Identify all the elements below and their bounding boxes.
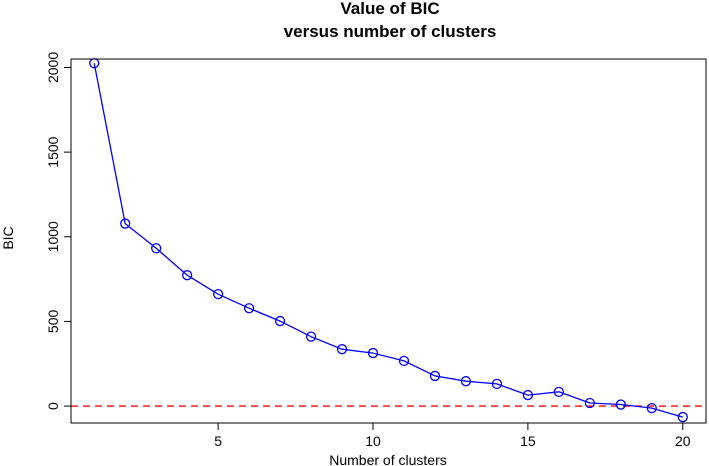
data-point [336,344,348,355]
chart-title-line-1: Value of BIC [340,0,439,18]
data-point [460,376,472,387]
data-point [305,331,317,342]
y-tick-label: 1000 [45,221,61,252]
data-point [367,347,379,359]
axes: 5 10 15 20 0 500 1000 1500 2000 [45,52,691,449]
data-point [398,355,410,367]
y-tick-label: 500 [45,310,61,334]
x-tick-label: 20 [675,433,691,449]
data-point [522,389,534,401]
data-point [429,370,441,382]
y-tick-label: 2000 [45,52,61,83]
data-point [615,399,626,410]
plot-frame [70,58,707,424]
x-tick-label: 5 [214,433,222,449]
data-point [584,397,595,409]
data-point [212,289,224,300]
data-point [553,386,565,397]
x-tick-label: 10 [365,433,381,449]
x-tick-label: 15 [520,433,536,449]
data-point [491,378,503,390]
plot-area [71,58,706,423]
data-point [243,303,255,314]
x-axis-label: Number of clusters [329,452,446,466]
y-tick-label: 1500 [45,136,61,167]
y-axis-label: BIC [0,226,16,249]
data-point [274,315,286,327]
y-tick-label: 0 [45,402,61,410]
data-point [120,218,131,229]
data-point [677,411,688,423]
data-point [182,270,193,281]
series-line [93,63,683,418]
chart-title-line-2: versus number of clusters [284,22,497,41]
data-point [646,402,657,414]
data-point [151,243,162,254]
